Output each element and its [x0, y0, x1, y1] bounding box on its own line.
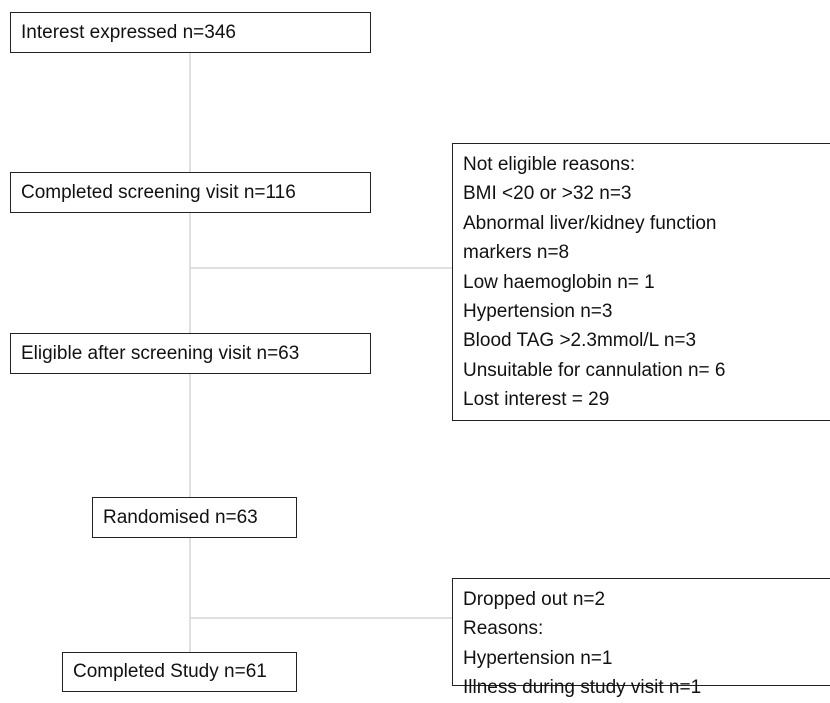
side-text: Low haemoglobin n= 1: [463, 271, 655, 293]
side-text: markers n=8: [463, 242, 570, 264]
node: Interest expressed n=346: [10, 12, 371, 53]
side-text: Not eligible reasons:: [463, 154, 636, 175]
node: Completed screening visit n=116: [10, 172, 371, 213]
connectors: [189, 52, 452, 652]
side-text: Blood TAG >2.3mmol/L n=3: [463, 330, 697, 352]
side-text: Hypertension n=3: [463, 301, 613, 323]
side-text: Lost interest = 29: [463, 389, 610, 411]
side-text: Illness during study visit n=1: [463, 677, 702, 699]
side-text: Abnormal liver/kidney function: [463, 212, 717, 234]
node: Completed Study n=61: [62, 652, 297, 692]
side-text: Hypertension n=1: [463, 647, 613, 669]
page: {"nodes": [ {"label": "Interest expresse…: [10, 12, 830, 699]
side-box: Not eligible reasons: BMI <20 or >32 n=3 A…: [452, 143, 830, 421]
side-text: Reasons:: [463, 618, 544, 640]
side-text: Unsuitable for cannulation n= 6: [463, 359, 726, 381]
node: Eligible after screening visit n=63: [10, 333, 371, 374]
node: Randomised n=63: [92, 497, 297, 538]
side-text: Dropped out n=2: [463, 589, 606, 610]
side-box: Dropped out n=2 Reasons: Hypertension n=1 I…: [452, 578, 830, 698]
side-text: BMI <20 or >32 n=3: [463, 183, 632, 205]
